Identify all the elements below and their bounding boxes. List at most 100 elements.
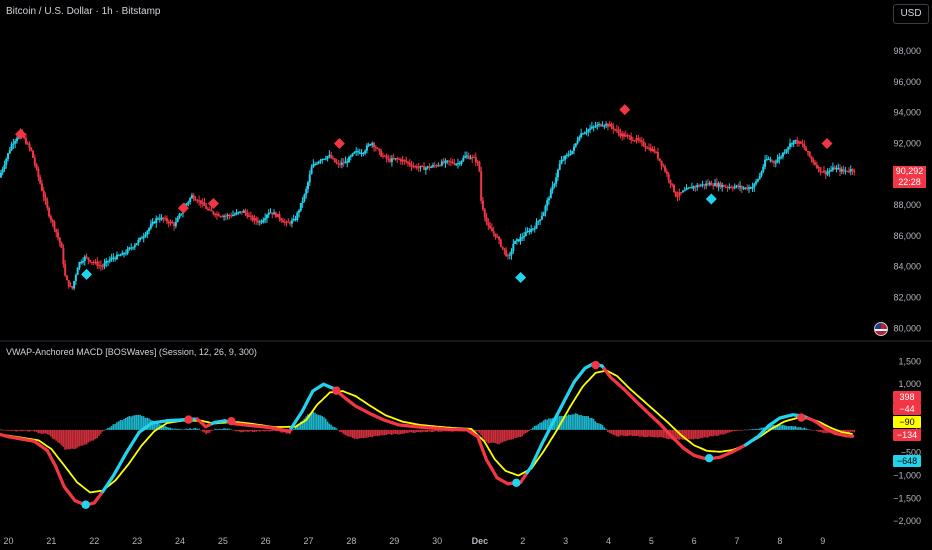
candle-body (831, 167, 834, 171)
histogram-bar (617, 429, 620, 437)
candle-body (324, 158, 327, 160)
us-flag-icon[interactable] (874, 322, 888, 336)
histogram-bar (562, 416, 565, 430)
candle-body (242, 210, 245, 213)
histogram-bar (191, 429, 193, 430)
histogram-bar (851, 429, 854, 432)
histogram-bar (17, 429, 20, 431)
candle-body (551, 185, 554, 191)
histogram-bar (774, 425, 777, 430)
candle-body (756, 179, 759, 182)
candle-body (803, 144, 806, 148)
candle-body (312, 164, 315, 168)
sell-signal-marker (821, 138, 833, 149)
histogram-bar (705, 429, 707, 438)
histogram-bar (401, 429, 404, 434)
histogram-bar (269, 429, 272, 432)
currency-button[interactable]: USD (893, 4, 929, 24)
histogram-bar (332, 426, 334, 430)
bearish-cross-marker (797, 413, 806, 422)
histogram-bar (48, 429, 50, 435)
histogram-bar (310, 413, 313, 430)
histogram-bar (328, 423, 331, 430)
candle-body (176, 218, 179, 222)
bearish-cross-marker (184, 415, 193, 424)
histogram-bar (574, 413, 577, 430)
candle-body (412, 166, 415, 168)
histogram-bar (690, 429, 693, 440)
candle-body (519, 237, 522, 242)
candle-body (196, 200, 199, 202)
sell-signal-marker (177, 202, 189, 214)
candle-body (467, 155, 470, 159)
histogram-bar (689, 429, 691, 440)
candle-body (153, 221, 156, 224)
histogram-bar (540, 422, 543, 430)
histogram-bar (582, 415, 584, 430)
histogram-bar (619, 429, 622, 436)
histogram-bar (101, 429, 104, 432)
candle-body (530, 229, 533, 232)
candle-body (621, 133, 624, 137)
candle-body (210, 209, 213, 212)
candle-body (198, 200, 201, 202)
candle-body (787, 146, 790, 150)
histogram-bar (646, 429, 648, 438)
histogram-bar (476, 429, 479, 432)
time-axis-tick: 28 (346, 536, 356, 546)
histogram-bar (382, 429, 384, 436)
candle-body (92, 262, 95, 264)
histogram-bar (344, 429, 347, 435)
bearish-cross-marker (227, 417, 236, 426)
candle-body (190, 195, 193, 199)
candle-body (30, 147, 33, 151)
histogram-bar (799, 427, 802, 430)
candle-body (344, 161, 347, 164)
candle-body (539, 219, 542, 222)
histogram-bar (682, 429, 684, 440)
candle-body (703, 184, 706, 186)
candle-body (785, 149, 788, 153)
candle-body (683, 190, 686, 192)
candles (0, 120, 856, 291)
candle-body (335, 162, 338, 164)
candle-body (631, 140, 634, 142)
histogram-bar (598, 423, 600, 430)
histogram-bar (530, 429, 532, 430)
candle-body (296, 212, 299, 220)
histogram-bar (407, 429, 409, 434)
histogram-bar (692, 429, 695, 440)
candle-body (403, 159, 406, 161)
histogram-bar (826, 429, 829, 433)
candle-body (739, 186, 742, 188)
candle-body (353, 151, 356, 154)
histogram-bar (319, 415, 322, 430)
candle-body (289, 222, 292, 224)
histogram-bar (237, 429, 240, 432)
macd-value-label (893, 403, 921, 415)
histogram-bar (787, 426, 789, 430)
candle-body (799, 141, 802, 144)
histogram-bar (696, 429, 698, 439)
candle-body (589, 128, 592, 130)
histogram-bar (266, 429, 268, 432)
histogram-bar (599, 423, 602, 430)
candle-body (705, 183, 708, 186)
histogram-bar (55, 429, 57, 441)
histogram-bar (660, 429, 663, 438)
candle-body (642, 141, 645, 147)
candle-body (271, 212, 274, 215)
histogram-bar (3, 429, 6, 431)
price-axis-tick: 84,000 (893, 262, 921, 272)
time-axis-tick: 23 (132, 536, 142, 546)
histogram-bar (687, 429, 689, 440)
histogram-bar (417, 429, 420, 433)
histogram-bar (182, 429, 184, 431)
candle-body (281, 220, 284, 223)
candle-body (573, 146, 576, 151)
histogram-bar (330, 424, 332, 430)
candle-body (817, 167, 820, 169)
histogram-bar (849, 429, 852, 432)
candle-body (505, 250, 508, 257)
histogram-bar (499, 429, 502, 443)
